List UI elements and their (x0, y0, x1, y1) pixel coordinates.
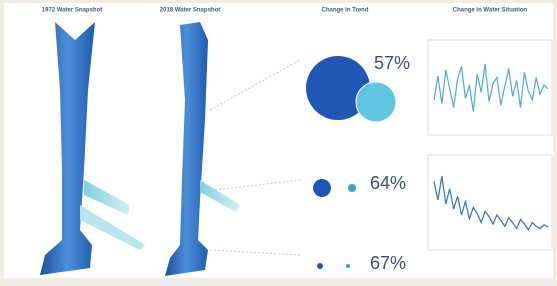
infographic: 1972 Water Snapshot 2018 Water Snapshot … (0, 0, 557, 281)
bubble (313, 179, 331, 197)
bubble (317, 263, 323, 269)
header: Change in Trend (321, 8, 368, 14)
percent: 67% (370, 253, 406, 273)
header: Change in Water Situation (453, 8, 528, 14)
percent: 64% (370, 173, 406, 193)
bubble (356, 82, 396, 122)
percent: 57% (374, 53, 410, 73)
page: 1972 Water Snapshot 2018 Water Snapshot … (0, 0, 557, 286)
header: 1972 Water Snapshot (42, 8, 102, 14)
bubble (346, 264, 350, 268)
header: 2018 Water Snapshot (160, 8, 220, 14)
bubble (348, 184, 356, 192)
